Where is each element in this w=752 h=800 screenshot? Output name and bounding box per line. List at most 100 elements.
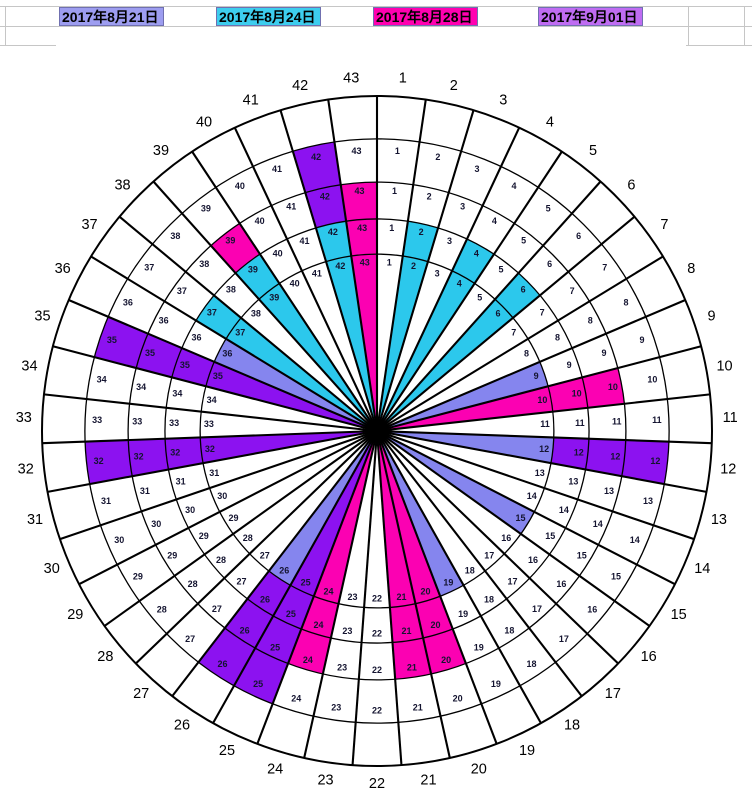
- cell-label-10: 10: [647, 375, 657, 385]
- cell-label-19: 19: [491, 679, 501, 689]
- cell-label-23: 23: [342, 626, 352, 636]
- category-label-29: 29: [67, 607, 83, 623]
- cell-label-36: 36: [222, 348, 232, 358]
- category-label-20: 20: [471, 761, 487, 777]
- category-label-7: 7: [660, 217, 668, 233]
- sector-boundary: [47, 429, 378, 493]
- cell-label-2: 2: [435, 152, 440, 162]
- cell-label-42: 42: [320, 191, 330, 201]
- cell-label-12: 12: [610, 452, 620, 462]
- cell-label-25: 25: [253, 679, 263, 689]
- cell-label-20: 20: [430, 620, 440, 630]
- sector-boundary: [68, 299, 378, 432]
- cell-label-32: 32: [205, 444, 215, 454]
- cell-label-30: 30: [185, 505, 195, 515]
- sector-boundary: [52, 345, 378, 433]
- cell-label-4: 4: [492, 216, 497, 226]
- sector-boundary: [171, 430, 378, 697]
- cell-label-19: 19: [443, 578, 453, 588]
- sector-boundary: [376, 430, 619, 665]
- legend-cell-aug28[interactable]: 2017年8月28日: [373, 7, 478, 26]
- cell-label-18: 18: [484, 595, 494, 605]
- cell-label-34: 34: [207, 395, 217, 405]
- cell-label-19: 19: [474, 643, 484, 653]
- cell-label-1: 1: [389, 223, 394, 233]
- sector-boundary: [233, 127, 378, 432]
- cell-label-30: 30: [217, 491, 227, 501]
- cell-label-21: 21: [402, 626, 412, 636]
- legend-cell-aug21[interactable]: 2017年8月21日: [59, 7, 164, 26]
- cell-label-5: 5: [546, 204, 551, 214]
- polar-grid: [41, 95, 713, 767]
- legend-cell-sep01[interactable]: 2017年9月01日: [538, 7, 643, 26]
- cell-label-22: 22: [372, 705, 382, 715]
- category-label-35: 35: [34, 309, 50, 325]
- cell-label-6: 6: [547, 259, 552, 269]
- sector-35-fill-sep01: [94, 316, 377, 431]
- cell-label-9: 9: [602, 348, 607, 358]
- cell-label-16: 16: [587, 605, 597, 615]
- cell-label-27: 27: [185, 634, 195, 644]
- cell-label-11: 11: [612, 417, 622, 427]
- cell-label-13: 13: [535, 468, 545, 478]
- cell-label-31: 31: [176, 477, 186, 487]
- cell-label-1: 1: [395, 146, 400, 156]
- cell-label-9: 9: [534, 371, 539, 381]
- cell-label-32: 32: [170, 448, 180, 458]
- cell-label-17: 17: [532, 604, 542, 614]
- cell-label-25: 25: [270, 643, 280, 653]
- cell-label-23: 23: [337, 663, 347, 673]
- cell-label-26: 26: [279, 566, 289, 576]
- sector-boundary: [118, 215, 378, 432]
- category-label-23: 23: [317, 772, 333, 788]
- category-label-18: 18: [564, 718, 580, 734]
- sector-boundary: [376, 255, 664, 432]
- sector-boundary: [376, 430, 542, 724]
- cell-label-43: 43: [352, 146, 362, 156]
- cell-label-43: 43: [354, 186, 364, 196]
- cell-label-2: 2: [427, 191, 432, 201]
- cell-label-15: 15: [516, 513, 526, 523]
- cell-label-34: 34: [172, 389, 182, 399]
- legend-cell-aug24[interactable]: 2017年8月24日: [216, 7, 321, 26]
- cell-label-2: 2: [411, 261, 416, 271]
- category-label-15: 15: [671, 607, 687, 623]
- labels: 1111122222333334444455555666667777788888…: [16, 70, 738, 792]
- cell-label-7: 7: [570, 286, 575, 296]
- sector-4-fill-aug24: [377, 239, 495, 431]
- cell-label-17: 17: [484, 551, 494, 561]
- cell-label-37: 37: [235, 328, 245, 338]
- cell-label-19: 19: [458, 609, 468, 619]
- cell-label-14: 14: [630, 535, 640, 545]
- category-label-8: 8: [687, 261, 695, 277]
- cell-label-24: 24: [314, 620, 324, 630]
- category-label-12: 12: [720, 461, 736, 477]
- cell-label-21: 21: [396, 592, 406, 602]
- cell-label-8: 8: [555, 333, 560, 343]
- cell-label-11: 11: [575, 418, 585, 428]
- category-label-5: 5: [589, 143, 597, 159]
- sector-boundary: [135, 430, 378, 665]
- category-label-38: 38: [114, 178, 130, 194]
- cell-label-22: 22: [372, 628, 382, 638]
- cell-label-20: 20: [441, 655, 451, 665]
- sector-42-fill-sep01: [292, 141, 347, 228]
- sector-boundary: [376, 180, 602, 432]
- cell-label-40: 40: [255, 216, 265, 226]
- cell-label-8: 8: [588, 316, 593, 326]
- cell-label-40: 40: [273, 248, 283, 258]
- cell-label-24: 24: [303, 655, 313, 665]
- cell-label-18: 18: [504, 625, 514, 635]
- sector-boundary: [279, 109, 379, 432]
- cell-label-26: 26: [260, 595, 270, 605]
- sector-19-fill-aug21: [377, 431, 464, 597]
- cell-label-35: 35: [213, 371, 223, 381]
- cell-label-8: 8: [524, 348, 529, 358]
- sector-15-fill-aug21: [377, 431, 535, 534]
- cell-label-10: 10: [608, 382, 618, 392]
- cell-label-25: 25: [301, 578, 311, 588]
- cell-label-13: 13: [604, 486, 614, 496]
- cell-label-43: 43: [357, 223, 367, 233]
- category-label-24: 24: [267, 761, 283, 777]
- cell-label-33: 33: [204, 419, 214, 429]
